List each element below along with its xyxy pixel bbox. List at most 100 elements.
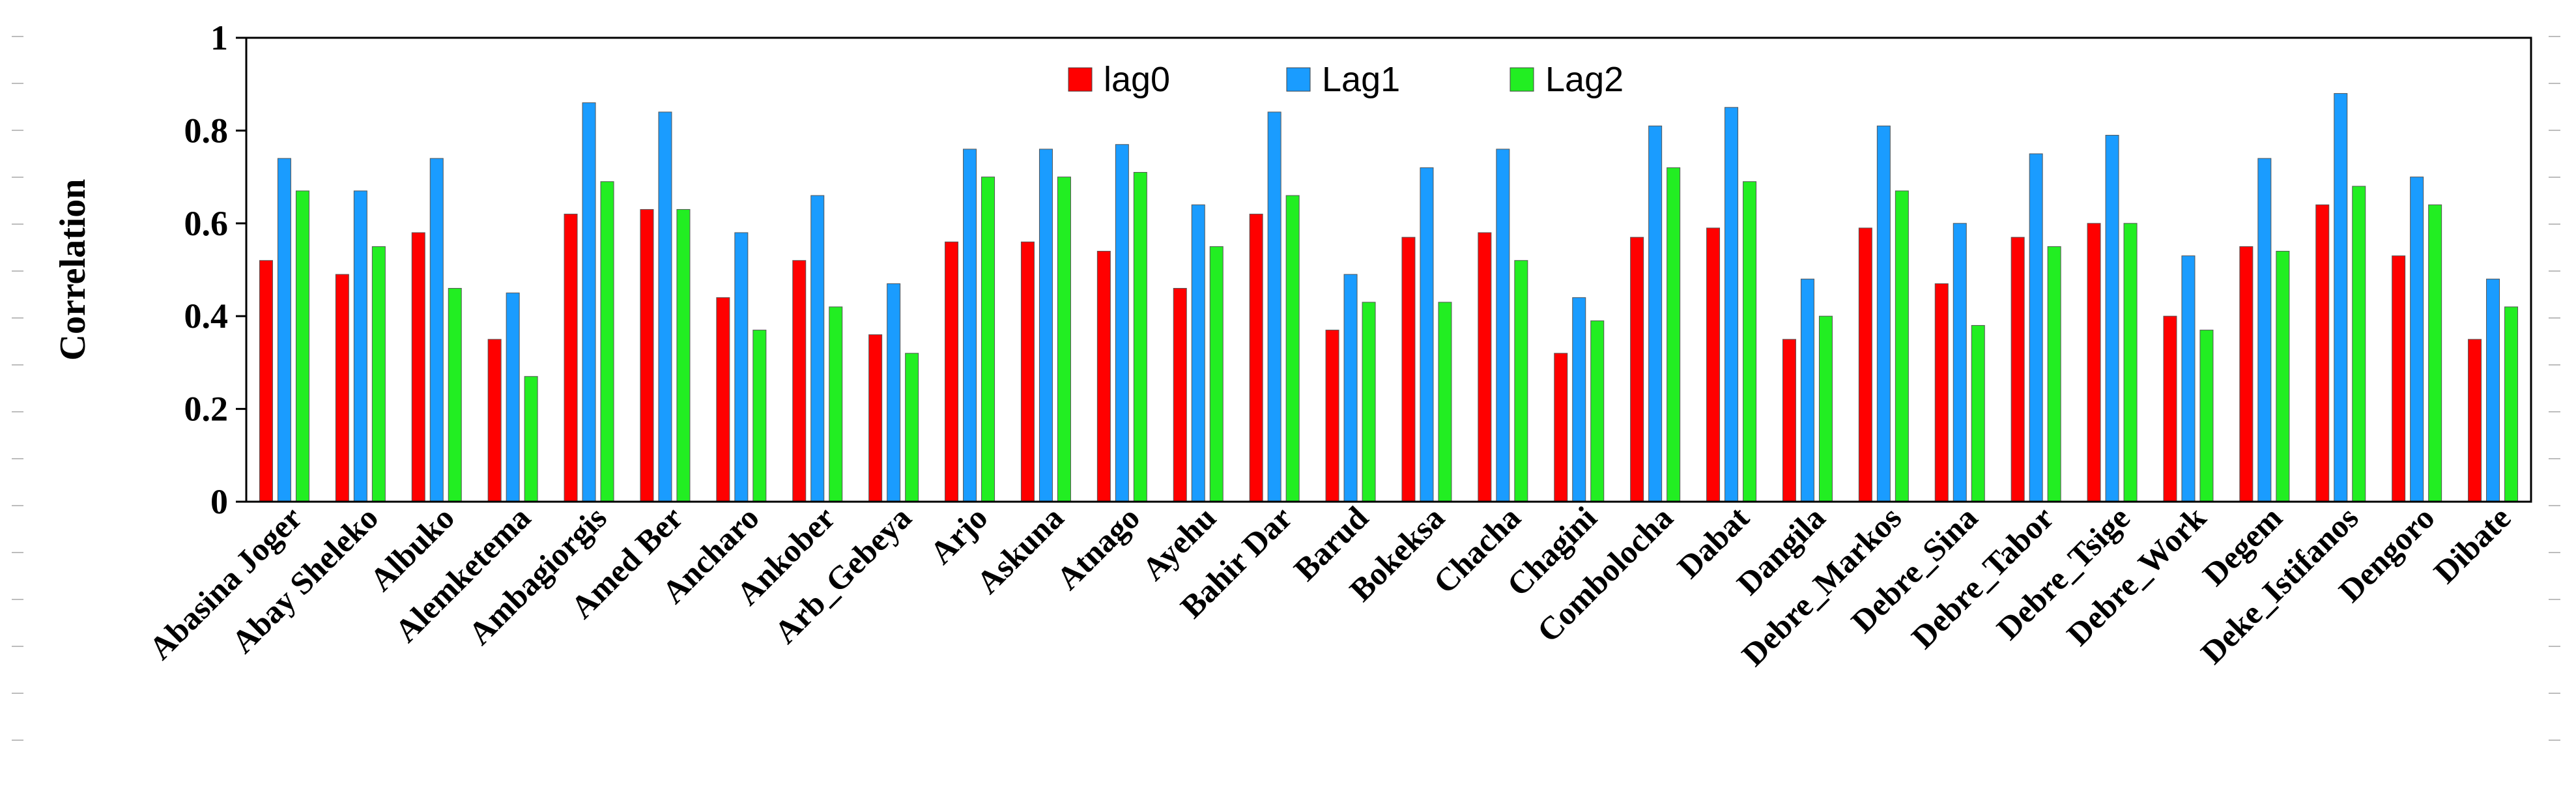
bar-lag0-degem (2239, 246, 2254, 502)
bar-lag1-dibate (2486, 278, 2500, 502)
bar-lag0-ancharo (716, 297, 730, 502)
y-tick-label: 1 (210, 18, 228, 57)
bar-lag0-ambagiorgis (564, 214, 578, 502)
bar-lag1-barud (1343, 274, 1358, 502)
bar-lag0-abasina-joger (259, 260, 273, 502)
bar-lag1-degem (2257, 158, 2272, 502)
bar-lag1-dangila (1800, 278, 1814, 502)
bar-lag0-dangila (1782, 339, 1796, 502)
legend: lag0 Lag1 Lag2 (1068, 60, 1624, 99)
bar-lag0-debre-markos (1858, 227, 1872, 502)
bar-lag0-chagini (1554, 352, 1568, 502)
bar-lag2-dibate (2504, 306, 2519, 502)
bar-lag2-debre-work (2199, 330, 2214, 502)
bar-lag1-chacha (1496, 149, 1510, 502)
bar-lag2-atnago (1133, 171, 1147, 502)
y-tick-label: 0.4 (184, 296, 229, 336)
y-axis-label: Correlation (53, 179, 93, 361)
bar-lag2-degem (2276, 251, 2290, 502)
bar-lag0-combolocha (1630, 237, 1644, 502)
bar-lag0-ankober (792, 260, 807, 502)
bar-lag1-debre-tabor (2029, 153, 2043, 502)
bar-lag0-debre-work (2163, 315, 2177, 502)
bar-lag0-dabat (1706, 227, 1721, 502)
bar-series (259, 93, 2519, 502)
bar-lag0-askuna (1020, 241, 1035, 502)
plot-frame (245, 36, 2532, 503)
bar-lag0-amed-ber (640, 209, 654, 502)
bar-lag0-debre-tabor (2011, 237, 2025, 502)
bar-lag2-abasina-joger (295, 190, 309, 502)
bar-lag0-alemketema (487, 339, 502, 502)
bar-lag2-amed-ber (676, 209, 691, 502)
bar-lag1-dengoro (2410, 177, 2424, 502)
bar-lag2-ambagiorgis (600, 181, 614, 502)
bar-lag1-amed-ber (658, 111, 672, 502)
bar-lag0-atnago (1096, 251, 1111, 502)
bar-lag0-dibate (2468, 339, 2482, 502)
bar-lag1-debre-work (2181, 255, 2196, 502)
bar-lag2-dengoro (2428, 204, 2442, 502)
y-tick-label: 0.8 (184, 111, 229, 150)
y-tick-label: 0 (210, 482, 228, 521)
bar-lag0-debre-sina (1934, 283, 1949, 502)
bar-lag2-debre-tsige (2123, 223, 2138, 502)
bar-lag2-albuko (448, 287, 462, 502)
bar-lag2-chagini (1590, 320, 1605, 502)
bar-lag1-dabat (1724, 107, 1739, 502)
bar-lag1-ancharo (734, 232, 749, 502)
bar-lag0-barud (1325, 330, 1339, 502)
bar-lag1-abay-sheleko (353, 190, 367, 502)
bar-lag1-debre-tsige (2105, 135, 2119, 502)
y-tick-label: 0.6 (184, 204, 229, 243)
bar-lag0-albuko (411, 232, 425, 502)
bar-lag2-abay-sheleko (371, 246, 386, 502)
bar-lag1-askuna (1038, 149, 1053, 502)
y-tick-label: 0.2 (184, 390, 229, 429)
bar-lag2-bahir-dar (1285, 195, 1300, 502)
bar-lag1-debre-markos (1876, 125, 1891, 502)
bar-lag1-abasina-joger (277, 158, 291, 502)
bar-lag0-debre-tsige (2087, 223, 2101, 502)
bar-lag2-arjo (981, 177, 995, 502)
bar-lag0-bahir-dar (1249, 214, 1263, 502)
bar-lag2-chacha (1514, 260, 1528, 502)
y-axis-ticks (236, 36, 246, 503)
bar-lag2-askuna (1057, 177, 1071, 502)
legend-swatch-lag2 (1510, 67, 1534, 92)
bar-lag0-ayehu (1173, 287, 1187, 502)
bar-lag1-chagini (1572, 297, 1586, 502)
legend-swatch-lag0 (1068, 67, 1093, 92)
bar-lag2-combolocha (1667, 167, 1681, 502)
bar-lag1-ankober (810, 195, 825, 502)
bar-lag2-bokeksa (1438, 302, 1452, 502)
legend-swatch-lag1 (1286, 67, 1311, 92)
bar-lag0-chacha (1478, 232, 1492, 502)
y-tick-labels: 0 0.2 0.4 0.6 0.8 1 (184, 18, 229, 521)
legend-label-lag1: Lag1 (1322, 60, 1400, 99)
bar-lag2-debre-tabor (2047, 246, 2061, 502)
bar-lag1-alemketema (506, 293, 520, 502)
bar-lag2-ayehu (1209, 246, 1224, 502)
bar-lag2-dabat (1743, 181, 1757, 502)
bar-lag2-barud (1362, 302, 1376, 502)
bar-lag0-dengoro (2392, 255, 2406, 502)
bar-lag2-ankober (829, 306, 843, 502)
bar-lag1-deke-istifanos (2334, 93, 2348, 502)
bar-lag0-arjo (945, 241, 959, 502)
bar-lag0-arb-gebeya (868, 334, 883, 502)
outer-tick-marks (12, 36, 2560, 741)
bar-lag1-combolocha (1648, 125, 1663, 502)
bar-lag1-arb-gebeya (887, 283, 901, 502)
bar-lag1-atnago (1115, 144, 1129, 502)
bar-lag2-dangila (1818, 315, 1833, 502)
bar-lag0-bokeksa (1401, 237, 1416, 502)
bar-lag2-debre-sina (1971, 324, 1985, 502)
bar-lag2-alemketema (524, 376, 538, 502)
bar-lag0-deke-istifanos (2315, 204, 2330, 502)
bar-lag1-bokeksa (1420, 167, 1434, 502)
bar-lag2-ancharo (752, 330, 767, 502)
legend-label-lag0: lag0 (1104, 60, 1170, 99)
bar-lag1-arjo (963, 149, 977, 502)
